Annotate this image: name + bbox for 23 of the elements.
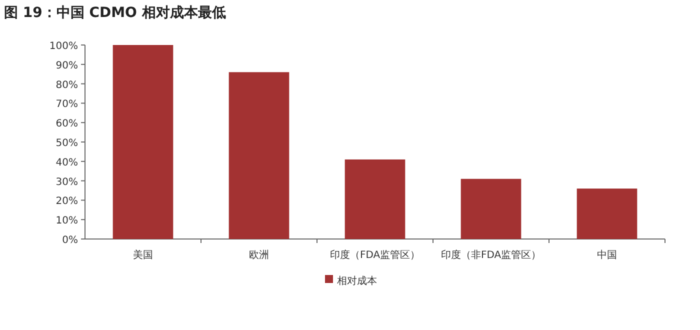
chart-title: 图 19：中国 CDMO 相对成本最低 [4,5,226,21]
bar [344,159,406,239]
y-tick-label: 10% [56,216,78,227]
y-tick-label: 50% [56,138,78,149]
legend-label: 相对成本 [337,275,377,287]
y-tick-label: 40% [56,157,78,168]
y-tick-label: 80% [56,80,78,91]
y-tick-label: 70% [56,99,78,110]
y-tick-label: 30% [56,176,78,188]
y-tick-label: 0% [62,235,78,246]
x-tick-label: 中国 [597,249,617,261]
y-tick-label: 20% [56,196,78,208]
y-tick-label: 60% [56,118,78,130]
bar [576,188,638,239]
x-tick-label: 美国 [133,249,153,261]
x-tick-label: 印度（非FDA监管区） [440,249,542,261]
y-tick-label: 100% [49,41,78,52]
y-tick-label: 90% [56,60,78,72]
x-tick-label: 印度（FDA监管区） [330,249,420,261]
bar [460,178,522,239]
bar [228,72,290,239]
x-tick-label: 欧洲 [249,249,269,261]
bar [112,45,174,239]
